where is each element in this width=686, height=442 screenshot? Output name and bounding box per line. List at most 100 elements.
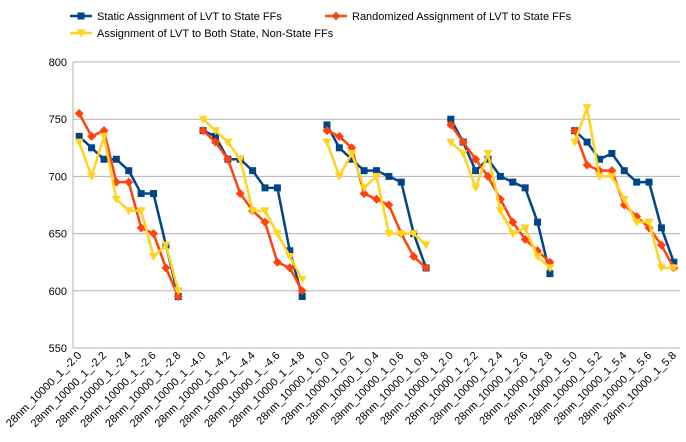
marker [210,137,220,147]
marker [124,207,134,216]
marker [272,257,282,267]
marker [645,178,653,186]
marker [508,230,518,239]
marker [272,230,282,239]
marker [211,132,219,140]
marker [670,258,678,266]
marker [521,184,529,192]
marker [88,144,96,152]
y-tick-label: 750 [49,114,67,126]
marker [595,155,603,163]
y-tick-label: 700 [49,171,67,183]
marker [161,241,171,250]
marker [607,172,617,181]
marker [260,207,270,216]
marker [360,167,368,175]
legend-label: Assignment of LVT to Both State, Non-Sta… [97,28,334,40]
marker [447,115,455,123]
marker [384,200,394,210]
marker [99,132,109,141]
marker [582,104,592,113]
y-tick-label: 600 [49,286,67,298]
marker [582,160,592,170]
marker [297,286,307,296]
marker [249,167,257,175]
marker [359,189,369,199]
marker [235,155,245,164]
marker [421,241,431,250]
marker [583,138,591,146]
marker [520,234,530,244]
marker [385,172,393,180]
marker [285,263,295,273]
marker [124,177,134,187]
marker [323,121,331,129]
marker [87,172,97,181]
marker [273,184,281,192]
marker [112,155,120,163]
marker [570,138,580,147]
y-tick-label: 800 [49,57,67,69]
marker [534,218,542,226]
marker [633,178,641,186]
marker [149,229,159,239]
marker [656,264,666,273]
marker [322,138,332,147]
marker [74,108,84,118]
marker [495,207,505,216]
marker [137,190,145,198]
marker [533,252,543,261]
marker [136,223,146,233]
marker [372,194,381,204]
marker [458,137,468,147]
marker [76,29,86,38]
marker [75,132,83,140]
marker [520,224,530,233]
marker [260,217,270,227]
marker [173,292,183,302]
marker [446,138,456,147]
marker [472,167,480,175]
legend-label: Static Assignment of LVT to State FFs [97,11,282,23]
marker [334,172,344,181]
marker [446,120,456,130]
marker [297,275,307,284]
marker [409,230,419,239]
legend-label: Randomized Assignment of LVT to State FF… [352,11,572,23]
marker [198,115,208,124]
marker [669,264,679,273]
marker [372,172,381,181]
marker [644,218,654,227]
marker [632,218,642,227]
marker [594,172,604,181]
marker [173,287,183,296]
marker [545,264,555,273]
marker [286,247,294,255]
marker [334,131,344,141]
marker [100,155,108,163]
marker [508,217,518,227]
marker [235,189,245,199]
marker [74,138,84,147]
marker [657,224,665,232]
marker [161,263,171,273]
marker [421,263,431,273]
marker [298,293,306,301]
marker [136,207,146,216]
marker [546,270,554,278]
marker [471,184,481,193]
marker [223,154,233,164]
marker [396,230,406,239]
marker [496,172,504,180]
marker [285,252,295,261]
marker [150,190,158,198]
marker [409,251,419,261]
marker [483,150,493,159]
marker [125,167,133,175]
marker [322,126,332,136]
marker [348,155,356,163]
marker [384,230,394,239]
marker [359,184,369,193]
marker [620,167,628,175]
